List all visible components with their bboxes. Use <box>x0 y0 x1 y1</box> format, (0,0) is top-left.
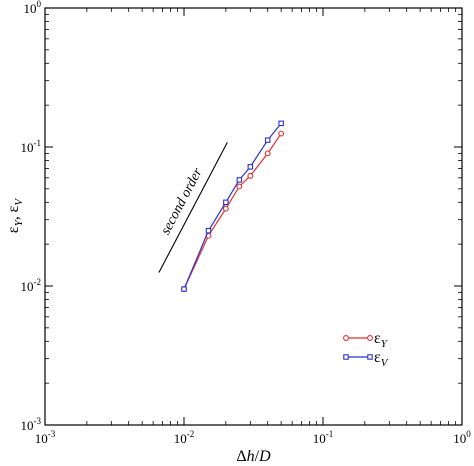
legend-label-eps-v: εV <box>374 349 389 369</box>
reference-line-second-order <box>158 142 228 273</box>
data-point-eps_v <box>223 199 229 206</box>
x-tick-label: 10-3 <box>35 429 56 446</box>
data-point-eps_v <box>236 177 243 183</box>
data-point-eps_y <box>247 172 254 179</box>
y-tick-label: 100 <box>24 0 42 16</box>
data-point-eps_v <box>278 120 284 127</box>
x-tick-label: 100 <box>453 429 471 446</box>
y-tick-label: 10-3 <box>21 416 42 433</box>
reference-line-label: second order <box>158 165 205 237</box>
series-layer <box>181 120 285 293</box>
y-tick-label: 10-1 <box>21 138 42 155</box>
x-tick-label: 10-1 <box>313 429 334 446</box>
legend-marker-eps-v-end <box>367 354 373 360</box>
reference-layer: second order <box>158 142 228 273</box>
y-tick-label: 10-2 <box>21 277 42 294</box>
data-point-eps_v <box>264 137 271 143</box>
legend-entry-eps-v: εV <box>343 349 389 369</box>
x-axis-title: Δh/D <box>236 448 271 465</box>
data-point-eps_y <box>222 205 229 212</box>
data-point-eps_v <box>205 227 212 234</box>
y-ticks: 10-3 10-2 10-1 100 <box>21 0 462 433</box>
series-line-eps_y <box>183 133 282 290</box>
data-point-eps_y <box>264 150 271 157</box>
legend-entry-eps-y: εY <box>343 330 389 350</box>
data-point-eps_v <box>247 164 254 170</box>
x-ticks: 10-3 10-2 10-1 100 <box>35 8 471 446</box>
x-tick-label: 10-2 <box>174 429 195 446</box>
data-point-eps_y <box>236 183 243 190</box>
plot-frame <box>44 7 463 426</box>
legend-label-eps-y: εY <box>374 330 389 350</box>
y-axis-title: εY, εV <box>5 198 25 234</box>
data-point-eps_v <box>181 286 187 292</box>
legend-marker-eps-v <box>343 354 349 360</box>
series-line-eps_v <box>183 122 282 290</box>
legend-marker-eps-y-end <box>367 335 373 341</box>
data-point-eps_y <box>278 130 285 137</box>
legend-marker-eps-y <box>343 335 349 341</box>
legend: εY εV <box>343 330 389 369</box>
